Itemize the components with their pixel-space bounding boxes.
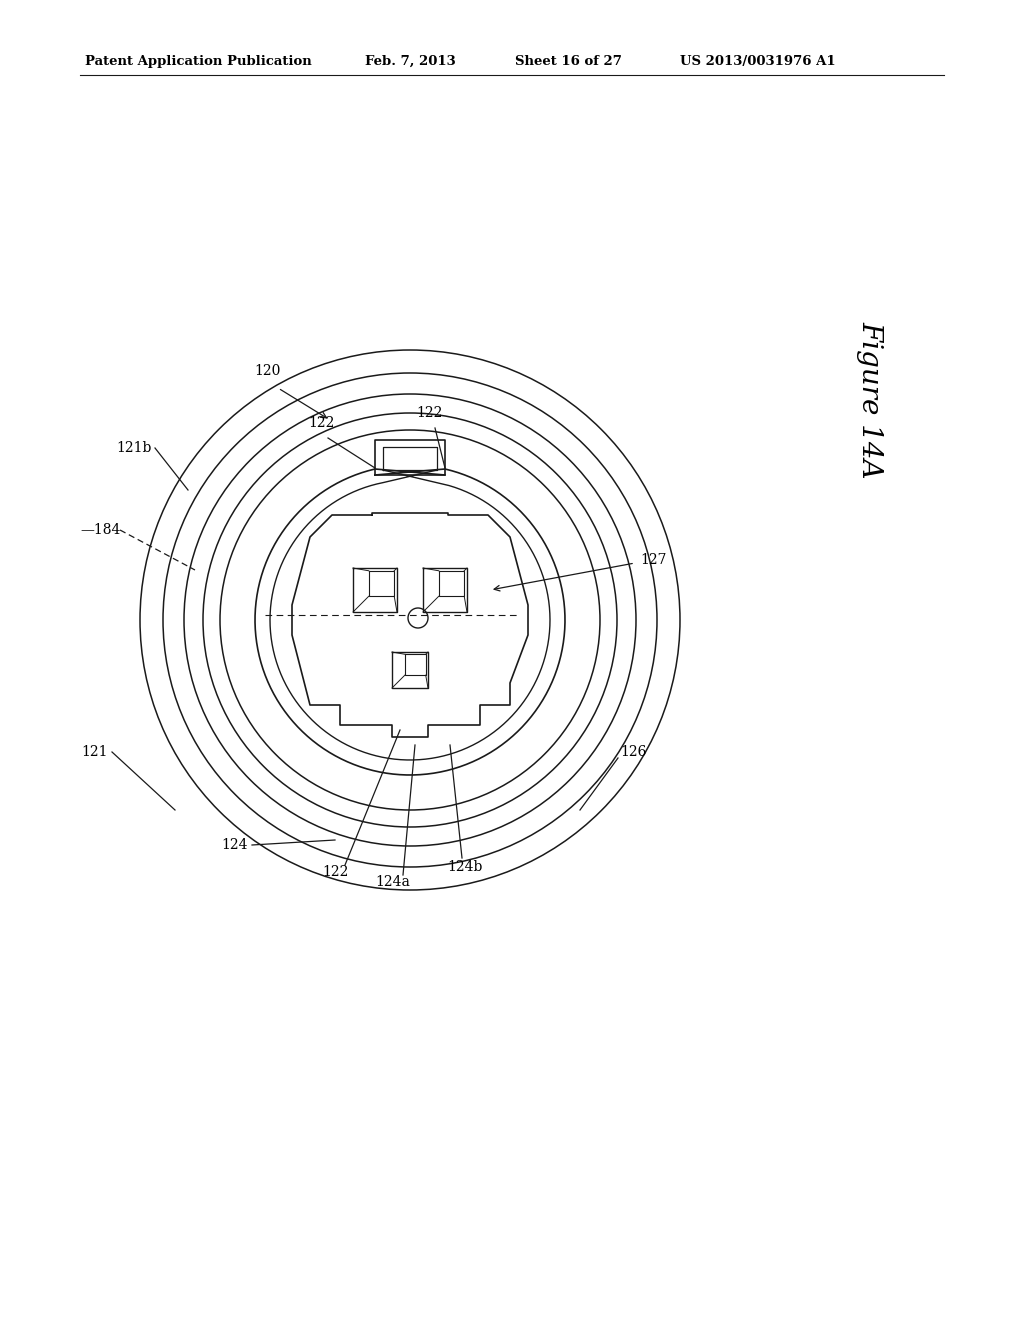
Text: 120: 120 [255,364,282,378]
Text: US 2013/0031976 A1: US 2013/0031976 A1 [680,55,836,69]
Text: 126: 126 [620,744,646,759]
Text: Patent Application Publication: Patent Application Publication [85,55,311,69]
Text: Figure 14A: Figure 14A [856,321,884,479]
Text: 127: 127 [640,553,667,568]
Text: 121: 121 [82,744,108,759]
Text: 124: 124 [221,838,248,851]
Text: 122: 122 [417,407,443,420]
Text: 122: 122 [309,416,335,430]
Text: 121b: 121b [117,441,152,455]
Text: 124a: 124a [376,875,411,888]
Text: —184: —184 [80,523,121,537]
Text: 122: 122 [323,865,349,879]
Text: Sheet 16 of 27: Sheet 16 of 27 [515,55,622,69]
Text: Feb. 7, 2013: Feb. 7, 2013 [365,55,456,69]
Text: 124b: 124b [447,861,482,874]
